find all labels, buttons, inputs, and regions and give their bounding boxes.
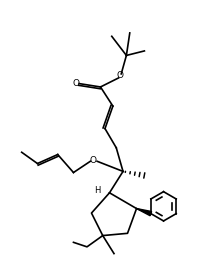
Text: O: O	[116, 71, 123, 80]
Text: O: O	[72, 79, 79, 88]
Text: H: H	[94, 186, 100, 195]
Polygon shape	[136, 209, 152, 216]
Text: O: O	[90, 156, 97, 165]
